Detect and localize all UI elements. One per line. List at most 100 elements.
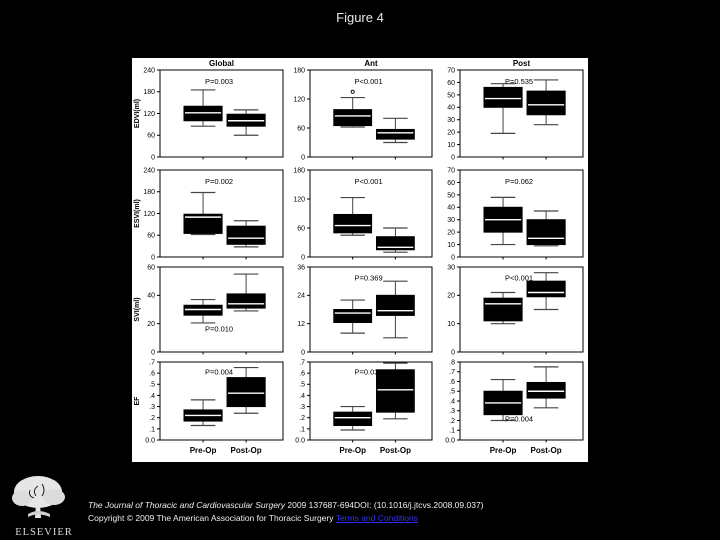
p-value-label: P=0.003 [205, 77, 233, 86]
svg-text:60: 60 [147, 264, 155, 271]
svg-text:10: 10 [447, 321, 455, 328]
terms-and-conditions-link[interactable]: Terms and Conditions [335, 513, 418, 524]
subplot-Global-r2: 0 20 40 60 P=0.010 [147, 264, 284, 356]
svg-text:10: 10 [447, 242, 455, 249]
citation-line: The Journal of Thoracic and Cardiovascul… [88, 500, 484, 510]
svg-text:.2: .2 [299, 415, 305, 422]
svg-text:120: 120 [293, 96, 305, 103]
elsevier-tree-icon [12, 476, 65, 518]
x-label-preop: Pre-Op [490, 446, 517, 455]
svg-text:.2: .2 [449, 418, 455, 425]
figure-title: Figure 4 [336, 10, 384, 25]
svg-text:0: 0 [151, 254, 155, 261]
svg-text:0: 0 [301, 349, 305, 356]
x-label-preop: Pre-Op [339, 446, 366, 455]
svg-text:50: 50 [447, 92, 455, 99]
p-value-label: P=0.535 [505, 77, 533, 86]
svg-text:12: 12 [297, 321, 305, 328]
svg-text:.8: .8 [449, 359, 455, 366]
svg-text:.7: .7 [149, 359, 155, 366]
x-label-postop: Post-Op [531, 446, 562, 455]
svg-text:.1: .1 [299, 426, 305, 433]
svg-text:.2: .2 [149, 415, 155, 422]
svg-text:240: 240 [143, 67, 155, 74]
svg-text:36: 36 [297, 264, 305, 271]
svg-text:0.0: 0.0 [445, 437, 455, 444]
svg-text:0: 0 [301, 254, 305, 261]
svg-text:10: 10 [447, 142, 455, 149]
p-value-label: P=0.369 [354, 274, 382, 283]
svg-text:.6: .6 [149, 371, 155, 378]
p-value-label: P=0.010 [205, 325, 233, 334]
svg-text:120: 120 [143, 211, 155, 218]
svg-text:.3: .3 [299, 404, 305, 411]
citation-detail: 2009 137687-694DOI: (10.1016/j.jtcvs.200… [285, 500, 484, 510]
column-title: Ant [364, 59, 378, 68]
x-label-preop: Pre-Op [190, 446, 217, 455]
figure-panel: Global Ant Post EDVI(ml) ESVI(ml) SVI(ml) EF 0 6… [132, 58, 588, 462]
p-value-label: P<0.001 [505, 274, 533, 283]
copyright-line: Copyright © 2009 The American Associatio… [88, 512, 714, 525]
subplot-Ant-r2: 0 12 24 36 P=0.369 [297, 264, 433, 356]
svg-text:0.0: 0.0 [295, 437, 305, 444]
x-label-postop: Post-Op [380, 446, 411, 455]
subplot-Post-r0: 0 10 20 30 40 50 60 70 P=0.535 [447, 67, 584, 161]
svg-text:20: 20 [447, 230, 455, 237]
svg-text:60: 60 [447, 180, 455, 187]
svg-text:180: 180 [293, 167, 305, 174]
p-value-label: P=0.062 [505, 177, 533, 186]
svg-text:40: 40 [147, 293, 155, 300]
svg-text:.4: .4 [299, 393, 305, 400]
y-axis-label: EDVI(ml) [134, 99, 141, 128]
subplot-Ant-r0: 0 60 120 180 P<0.001 [293, 67, 433, 161]
svg-text:40: 40 [447, 105, 455, 112]
elsevier-logo-word: ELSEVIER [15, 527, 73, 538]
copyright-text: Copyright © 2009 The American Associatio… [88, 513, 336, 524]
svg-text:.4: .4 [149, 393, 155, 400]
p-value-label: P<0.001 [354, 77, 382, 86]
svg-text:0: 0 [301, 154, 305, 161]
subplot-Post-r1: 0 10 20 30 40 50 60 70 P=0.062 [447, 167, 584, 261]
svg-text:.3: .3 [449, 408, 455, 415]
y-axis-label: ESVI(ml) [134, 199, 141, 228]
svg-text:.5: .5 [449, 389, 455, 396]
svg-text:180: 180 [143, 189, 155, 196]
p-value-label: P=0.033 [354, 367, 382, 376]
svg-text:0: 0 [451, 154, 455, 161]
svg-text:0: 0 [151, 154, 155, 161]
svg-text:.1: .1 [149, 426, 155, 433]
svg-text:.6: .6 [299, 371, 305, 378]
subplot-Global-r0: 0 60 120 180 240 P=0.003 [143, 67, 284, 161]
svg-text:30: 30 [447, 217, 455, 224]
boxplot-grid-chart: Global Ant Post EDVI(ml) ESVI(ml) SVI(ml) EF 0 6… [134, 59, 584, 455]
svg-text:180: 180 [293, 67, 305, 74]
svg-text:.7: .7 [299, 359, 305, 366]
svg-text:60: 60 [297, 225, 305, 232]
svg-text:0: 0 [151, 349, 155, 356]
svg-text:.7: .7 [449, 369, 455, 376]
p-value-label: P=0.004 [505, 414, 533, 423]
subplot-Global-r3: 0.0 .1 .2 .3 .4 .5 .6 .7 P=0.004 Pre-Op Post-Op [145, 359, 284, 455]
svg-text:20: 20 [447, 130, 455, 137]
svg-text:24: 24 [297, 293, 305, 300]
citation-block: The Journal of Thoracic and Cardiovascul… [88, 499, 714, 525]
x-label-postop: Post-Op [231, 446, 262, 455]
svg-text:0.0: 0.0 [145, 437, 155, 444]
svg-text:60: 60 [147, 233, 155, 240]
svg-text:.1: .1 [449, 428, 455, 435]
svg-text:.5: .5 [299, 382, 305, 389]
svg-text:70: 70 [447, 167, 455, 174]
svg-text:40: 40 [447, 205, 455, 212]
subplot-Ant-r3: 0.0 .1 .2 .3 .4 .5 .6 .7 P=0.033 Pre-Op Post-Op [295, 359, 433, 455]
svg-text:20: 20 [447, 293, 455, 300]
p-value-label: P=0.002 [205, 177, 233, 186]
subplot-Ant-r1: 0 60 120 180 P<0.001 [293, 167, 433, 261]
svg-text:60: 60 [147, 133, 155, 140]
subplot-Post-r3: 0.0 .1 .2 .3 .4 .5 .6 .7 .8 P=0.004 Pre-Op Post-Op [445, 359, 584, 455]
svg-text:60: 60 [297, 125, 305, 132]
y-axis-label: EF [134, 396, 141, 406]
svg-text:30: 30 [447, 264, 455, 271]
svg-text:240: 240 [143, 167, 155, 174]
svg-text:120: 120 [293, 196, 305, 203]
